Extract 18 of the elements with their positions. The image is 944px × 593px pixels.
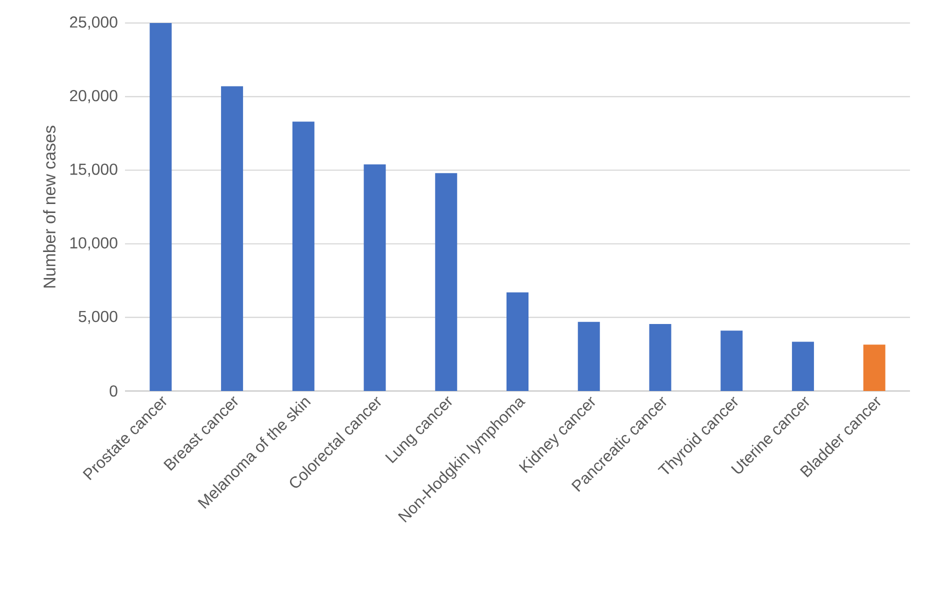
y-tick-label: 10,000 <box>70 237 118 250</box>
y-tick-label: 25,000 <box>70 16 118 30</box>
bar <box>506 292 529 391</box>
bar <box>221 86 244 391</box>
bar <box>792 342 814 391</box>
bar <box>863 344 886 391</box>
bar <box>292 122 314 391</box>
bar <box>435 173 458 391</box>
bar <box>649 324 672 391</box>
bar <box>364 164 386 391</box>
y-tick-label: 15,000 <box>70 164 118 177</box>
y-tick-label: 20,000 <box>70 90 118 104</box>
bar <box>150 23 172 391</box>
y-tick-label: 5,000 <box>78 310 118 324</box>
bar <box>720 330 743 391</box>
y-axis-title: Number of new cases <box>43 126 56 288</box>
y-tick-label: 0 <box>110 385 118 397</box>
bar <box>578 322 600 391</box>
